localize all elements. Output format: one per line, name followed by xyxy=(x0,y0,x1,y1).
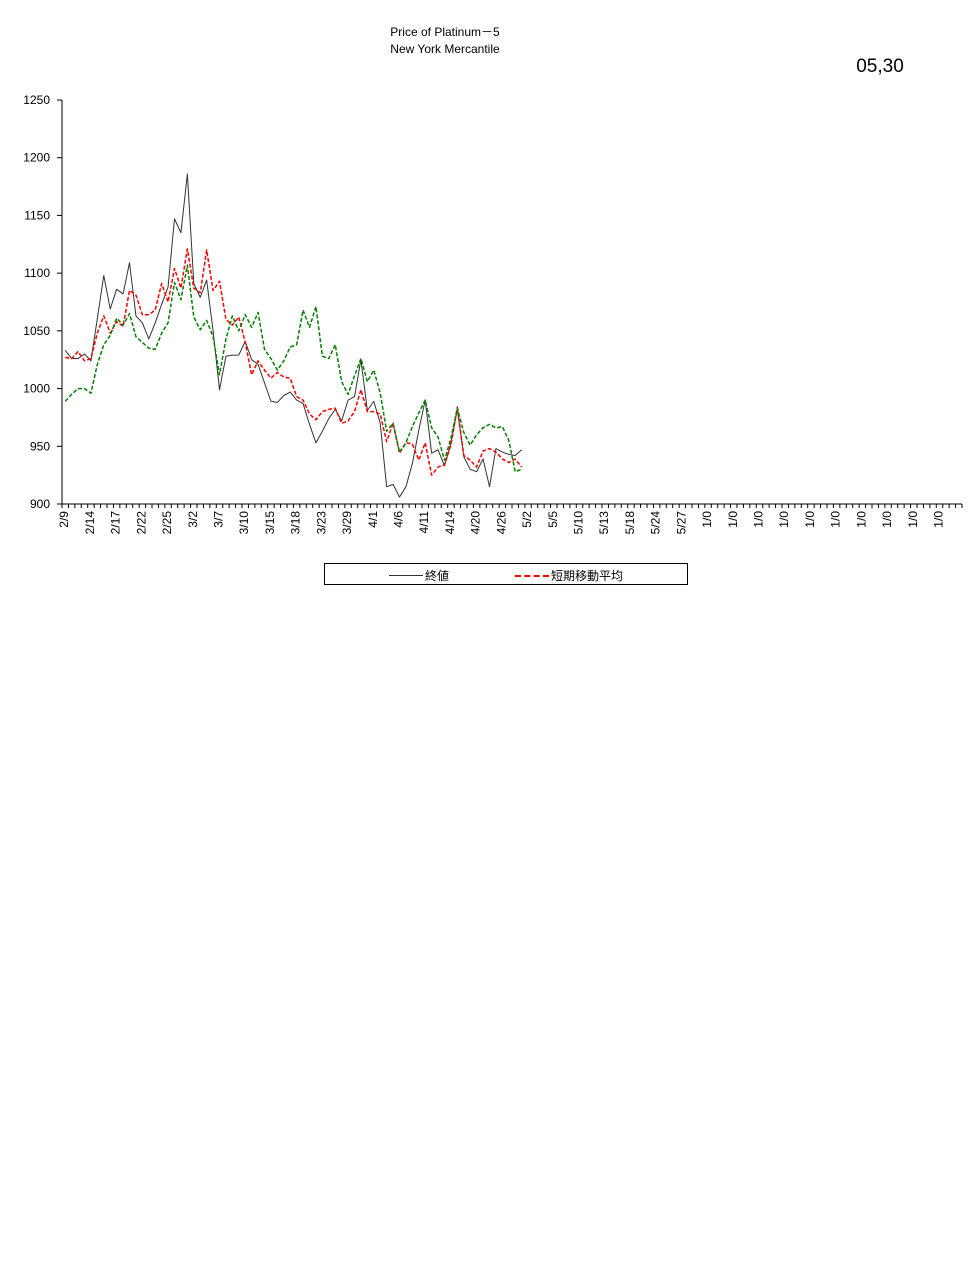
series-line-close xyxy=(64,173,522,498)
chart-title: Price of Platinum－5 xyxy=(390,25,500,39)
x-tick-label: 2/25 xyxy=(160,511,174,535)
series-line-moving-average xyxy=(65,248,523,476)
x-tick-label: 4/11 xyxy=(417,511,431,534)
x-tick-label: 2/17 xyxy=(109,511,123,535)
x-tick-label: 5/2 xyxy=(520,511,534,528)
x-tick-label: 4/26 xyxy=(494,511,508,535)
x-tick-label: 1/0 xyxy=(752,511,766,528)
x-tick-label: 1/0 xyxy=(829,511,843,528)
y-tick-label: 900 xyxy=(30,497,50,511)
x-tick-label: 1/0 xyxy=(932,511,946,528)
x-tick-label: 1/0 xyxy=(700,511,714,528)
x-tick-label: 3/23 xyxy=(314,511,328,535)
x-tick-label: 5/27 xyxy=(674,511,688,535)
x-tick-label: 4/20 xyxy=(469,511,483,535)
price-line-chart: 900 950 1000 1050 1100 1150 1200 1250 2/9 2/14 2/1… xyxy=(23,93,963,535)
y-tick-label: 950 xyxy=(30,439,50,453)
x-tick-label: 1/0 xyxy=(726,511,740,528)
x-tick-label: 1/0 xyxy=(803,511,817,528)
x-tick-label: 5/10 xyxy=(572,511,586,535)
series-line-green xyxy=(64,264,522,473)
x-tick-label: 4/14 xyxy=(443,511,457,535)
y-tick-label: 1100 xyxy=(24,266,50,280)
legend-label-close: 終値 xyxy=(425,569,450,583)
x-tick-label: 4/1 xyxy=(366,511,380,528)
y-tick-label: 1050 xyxy=(23,324,50,338)
x-tick-label: 5/18 xyxy=(623,511,637,535)
x-tick-label: 1/0 xyxy=(854,511,868,528)
x-tick-label: 2/14 xyxy=(83,511,97,535)
legend-entry-moving-average: 短期移動平均 xyxy=(515,567,623,584)
y-tick-label: 1150 xyxy=(24,208,50,222)
x-tick-label: 3/10 xyxy=(237,511,251,535)
x-tick-label: 5/5 xyxy=(546,511,560,528)
x-tick-label: 3/2 xyxy=(186,511,200,528)
legend-swatch-moving-average xyxy=(515,574,549,577)
x-tick-label: 1/0 xyxy=(906,511,920,528)
x-tick-label: 2/9 xyxy=(57,511,71,528)
y-tick-label: 1200 xyxy=(23,151,50,165)
legend-label-moving-average: 短期移動平均 xyxy=(551,569,624,583)
x-tick-label: 3/7 xyxy=(212,511,226,528)
legend-swatch-close xyxy=(389,575,423,576)
x-tick-label: 5/13 xyxy=(597,511,611,535)
y-tick-label: 1000 xyxy=(23,382,50,396)
x-tick-label: 3/18 xyxy=(289,511,303,535)
y-tick-label: 1250 xyxy=(23,93,50,107)
x-tick-label: 1/0 xyxy=(777,511,791,528)
chart-legend: 終値 短期移動平均 xyxy=(324,563,688,585)
chart-title-block: Price of Platinum－5 New York Mercantile xyxy=(330,24,560,58)
x-tick-label: 4/6 xyxy=(392,511,406,528)
date-stamp: 05,30 xyxy=(856,56,904,77)
chart-subtitle: New York Mercantile xyxy=(390,42,500,56)
legend-entry-close: 終値 xyxy=(389,567,449,584)
x-tick-label: 3/29 xyxy=(340,511,354,535)
x-tick-label: 5/24 xyxy=(649,511,663,535)
x-tick-label: 3/15 xyxy=(263,511,277,535)
x-tick-label: 1/0 xyxy=(880,511,894,528)
x-tick-label: 2/22 xyxy=(134,511,148,535)
